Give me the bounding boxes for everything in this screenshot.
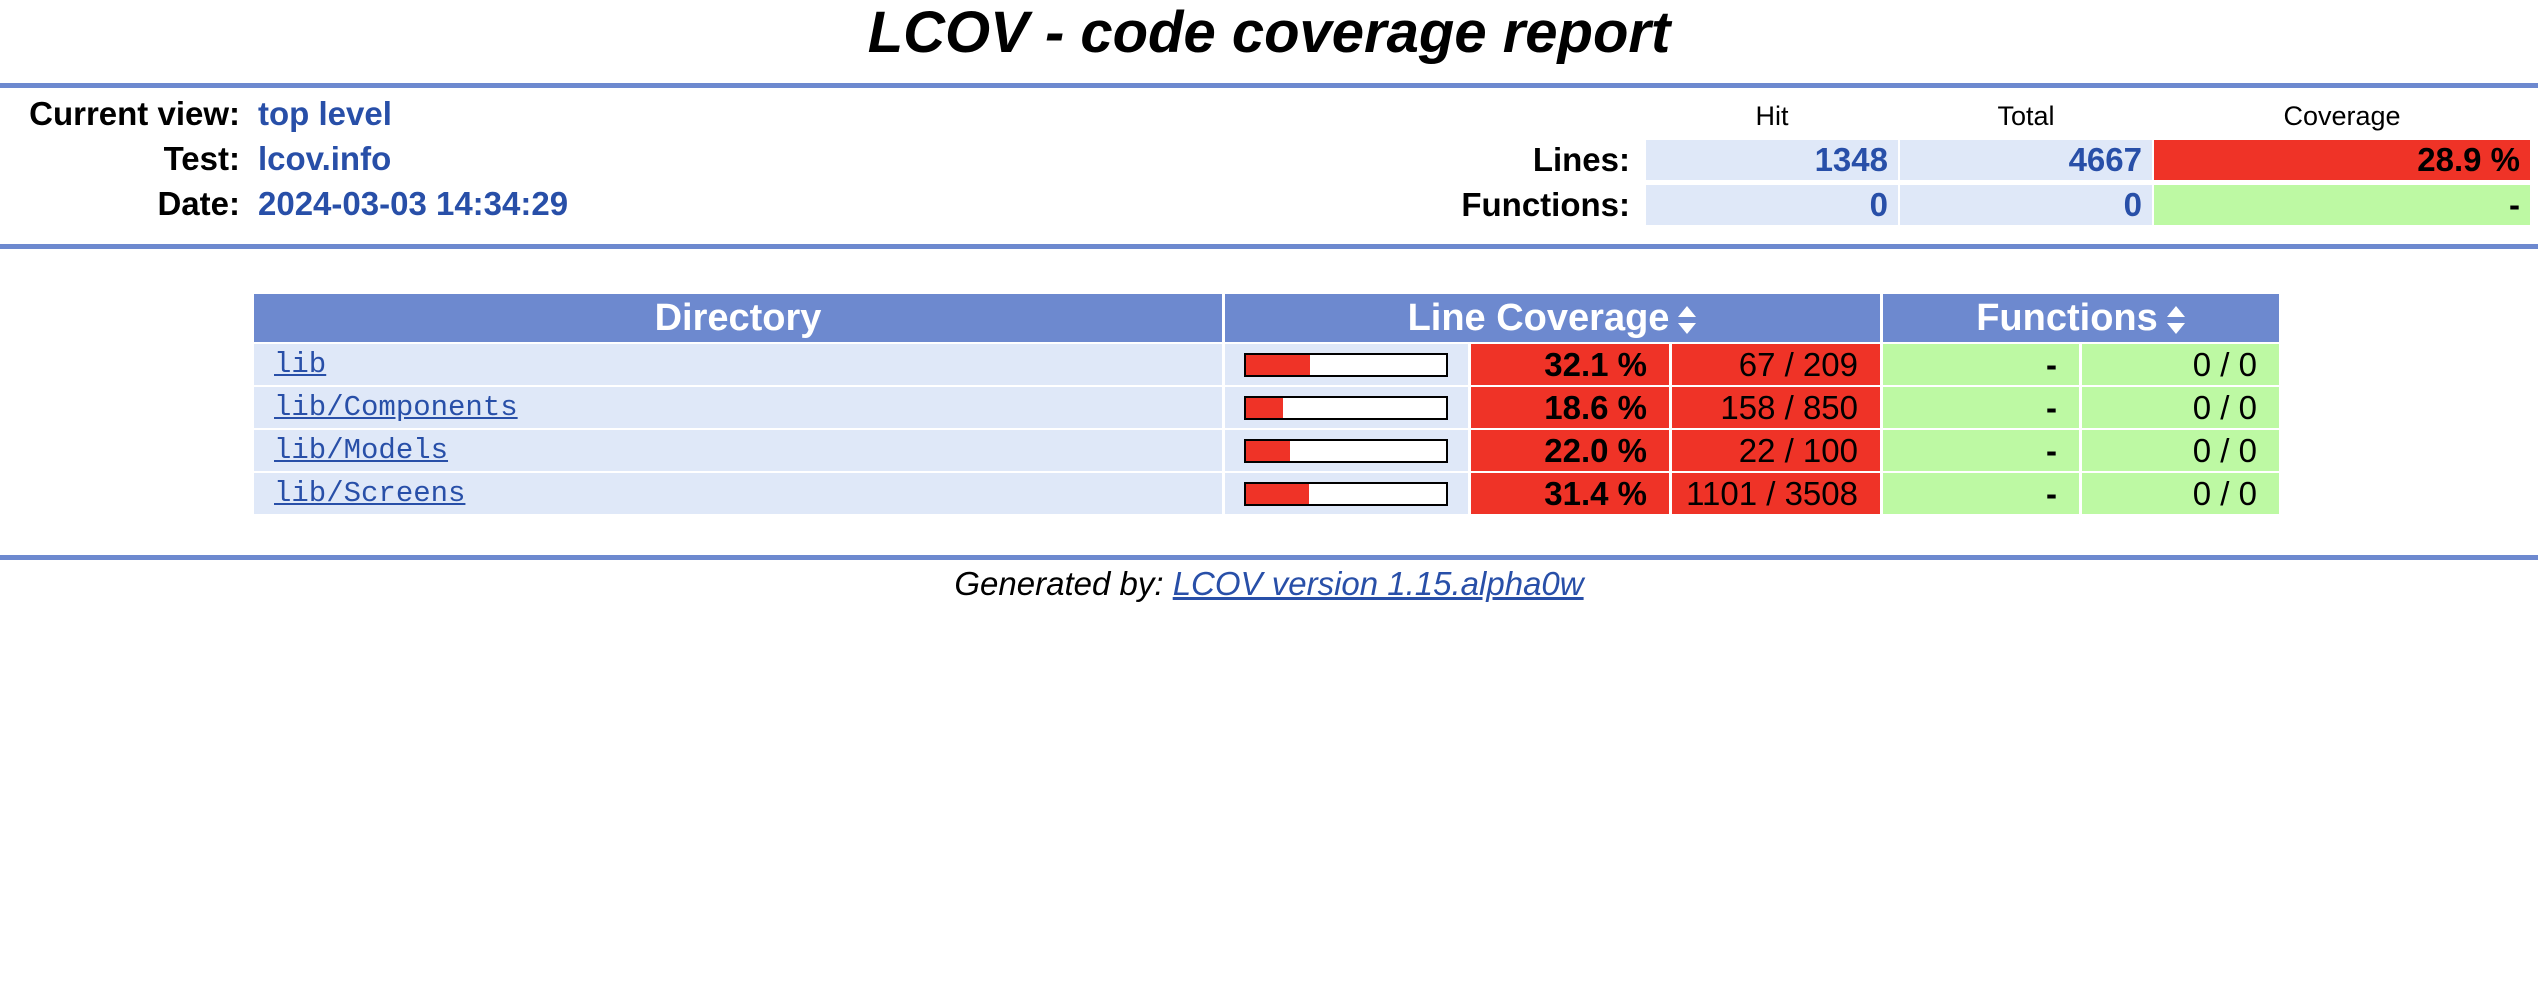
coverage-bar [1244,482,1448,506]
table-row [254,344,1222,385]
functions-counts: 0 / 0 [2082,430,2279,471]
sort-icon[interactable] [2166,305,2186,335]
functions-percent: - [1883,430,2079,471]
directory-header: Directory [254,294,1222,342]
functions-header-label: Functions [1976,297,2158,339]
directory-link[interactable]: lib/Screens [274,477,466,510]
directory-link[interactable]: lib/Models [274,434,449,467]
line-coverage-header[interactable]: Line Coverage [1225,294,1880,342]
summary-col-coverage: Coverage [2283,101,2401,131]
functions-header[interactable]: Functions [1883,294,2279,342]
functions-label: Functions: [1461,186,1630,223]
test-value: lcov.info [258,140,392,177]
directory-link[interactable]: lib/Components [274,391,518,424]
coverage-bar-fill [1246,355,1311,375]
lines-label: Lines: [1532,141,1630,178]
coverage-bar [1244,439,1448,463]
table-row [254,430,1222,471]
functions-percent: - [1883,387,2079,428]
current-view-value[interactable]: top level [258,95,392,132]
line-coverage-header-label: Line Coverage [1407,297,1670,339]
table-row [254,473,1222,514]
functions-percent: - [1883,473,2079,514]
coverage-bar-fill [1246,398,1284,418]
functions-counts: 0 / 0 [2082,387,2279,428]
coverage-bar [1244,353,1448,377]
footer-rule [0,555,2538,560]
directory-link[interactable]: lib [274,348,327,381]
functions-percent: - [1883,344,2079,385]
functions-total: 0 [1900,185,2152,225]
line-coverage-percent: 18.6 % [1471,387,1669,428]
line-coverage-percent: 32.1 % [1471,344,1669,385]
line-coverage-percent: 31.4 % [1471,473,1669,514]
lines-coverage: 28.9 % [2154,140,2530,180]
footer: Generated by: LCOV version 1.15.alpha0w [0,562,2538,606]
lines-hit: 1348 [1646,140,1898,180]
summary-col-total: Total [1997,101,2055,131]
directory-header-label: Directory [654,297,822,339]
line-coverage-counts: 67 / 209 [1672,344,1880,385]
line-coverage-percent: 22.0 % [1471,430,1669,471]
sort-icon[interactable] [1677,305,1697,335]
header-rule-top [0,83,2538,88]
line-coverage-counts: 22 / 100 [1672,430,1880,471]
test-label: Test: [163,140,240,177]
page-title: LCOV - code coverage report [867,0,1671,65]
functions-counts: 0 / 0 [2082,344,2279,385]
functions-hit: 0 [1646,185,1898,225]
lines-total: 4667 [1900,140,2152,180]
coverage-bar-fill [1246,484,1309,504]
lcov-version-link[interactable]: LCOV version 1.15.alpha0w [1172,565,1584,602]
line-coverage-counts: 158 / 850 [1672,387,1880,428]
functions-coverage: - [2154,185,2530,225]
coverage-bar [1244,396,1448,420]
date-value: 2024-03-03 14:34:29 [258,185,569,222]
line-coverage-counts: 1101 / 3508 [1672,473,1880,514]
summary-col-hit: Hit [1755,101,1789,131]
functions-counts: 0 / 0 [2082,473,2279,514]
table-row [254,387,1222,428]
coverage-bar-fill [1246,441,1290,461]
current-view-label: Current view: [29,95,240,132]
date-label: Date: [157,185,240,222]
footer-prefix: Generated by: [954,565,1164,602]
header-rule-bottom [0,244,2538,249]
